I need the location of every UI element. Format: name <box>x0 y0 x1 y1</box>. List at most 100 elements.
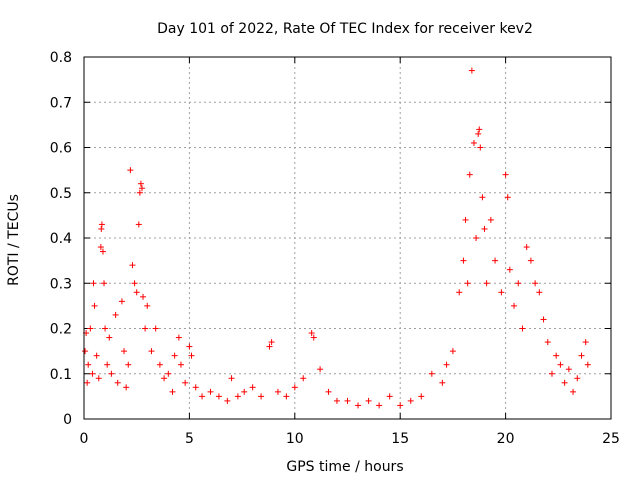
data-point <box>333 397 340 404</box>
data-point <box>460 257 467 264</box>
data-point <box>114 379 121 386</box>
data-point <box>386 393 393 400</box>
data-point <box>98 225 105 232</box>
data-point <box>137 180 144 187</box>
data-point <box>479 194 486 201</box>
data-point <box>165 370 172 377</box>
data-point <box>449 348 456 355</box>
data-point <box>325 388 332 395</box>
data-point <box>101 280 108 287</box>
data-point <box>108 370 115 377</box>
y-tick-label: 0 <box>63 412 72 428</box>
data-point <box>169 388 176 395</box>
data-point <box>355 402 362 409</box>
data-point <box>84 379 91 386</box>
grid-lines <box>84 57 611 419</box>
data-point <box>365 397 372 404</box>
data-point <box>506 266 513 273</box>
data-point <box>266 343 273 350</box>
data-point <box>527 257 534 264</box>
chart-title: Day 101 of 2022, Rate Of TEC Index for r… <box>157 21 533 37</box>
data-point <box>89 370 96 377</box>
data-point <box>125 361 132 368</box>
data-point <box>156 361 163 368</box>
plot-frame <box>83 56 612 420</box>
y-tick-label: 0.8 <box>50 50 72 66</box>
data-point <box>102 325 109 332</box>
data-point <box>561 379 568 386</box>
data-point <box>129 262 136 269</box>
data-point <box>502 171 509 178</box>
x-tick-label: 10 <box>286 431 304 447</box>
y-tick-label: 0.1 <box>50 367 72 383</box>
data-point <box>249 384 256 391</box>
data-point <box>123 384 130 391</box>
y-tick-label: 0.4 <box>50 231 72 247</box>
data-point <box>95 375 102 382</box>
x-tick-label: 0 <box>80 431 89 447</box>
data-point <box>504 194 511 201</box>
data-point <box>519 325 526 332</box>
data-point <box>291 384 298 391</box>
data-point <box>192 384 199 391</box>
data-point <box>468 67 475 74</box>
x-tick-label: 15 <box>391 431 409 447</box>
data-point <box>152 325 159 332</box>
axis-ticks: 0 5 10 15 20 25 0 0.1 0.2 0.3 0.4 0.5 0.6 0.7 0.8 <box>50 50 620 447</box>
data-point <box>127 167 134 174</box>
x-axis-label: GPS time / hours <box>286 459 403 475</box>
data-point <box>144 302 151 309</box>
data-point <box>175 334 182 341</box>
data-point <box>171 352 178 359</box>
data-point <box>118 298 125 305</box>
data-point <box>199 393 206 400</box>
data-point <box>87 325 94 332</box>
data-point <box>428 370 435 377</box>
data-point <box>258 393 265 400</box>
data-point <box>540 316 547 323</box>
data-point <box>228 375 235 382</box>
y-tick-label: 0.5 <box>50 186 72 202</box>
x-tick-label: 25 <box>602 431 620 447</box>
data-point <box>274 388 281 395</box>
y-tick-label: 0.3 <box>50 276 72 292</box>
data-point <box>464 280 471 287</box>
data-point <box>584 361 591 368</box>
data-point <box>397 402 404 409</box>
x-tick-label: 20 <box>497 431 515 447</box>
data-point <box>536 289 543 296</box>
y-tick-label: 0.6 <box>50 141 72 157</box>
data-point <box>188 352 195 359</box>
y-tick-label: 0.2 <box>50 322 72 338</box>
data-point <box>565 366 572 373</box>
data-point <box>142 325 149 332</box>
data-point <box>462 216 469 223</box>
data-point <box>487 216 494 223</box>
data-point <box>473 235 480 241</box>
data-point <box>407 397 414 404</box>
data-point <box>574 375 581 382</box>
data-point <box>548 370 555 377</box>
data-point <box>177 361 184 368</box>
data-point <box>466 171 473 178</box>
data-point <box>523 244 530 251</box>
data-point <box>85 361 92 368</box>
data-point <box>186 343 193 350</box>
data-point <box>161 375 168 382</box>
data-point <box>90 280 97 287</box>
data-point <box>133 289 140 296</box>
data-point <box>136 189 143 196</box>
data-point <box>570 388 577 395</box>
data-point <box>182 379 189 386</box>
data-point <box>135 221 142 228</box>
data-point <box>308 330 315 337</box>
data-point <box>515 280 522 287</box>
data-point <box>498 289 505 296</box>
data-point <box>376 402 383 409</box>
data-point <box>93 352 100 359</box>
data-point <box>131 280 138 287</box>
data-point <box>532 280 539 287</box>
data-point <box>443 361 450 368</box>
data-point <box>344 397 351 404</box>
